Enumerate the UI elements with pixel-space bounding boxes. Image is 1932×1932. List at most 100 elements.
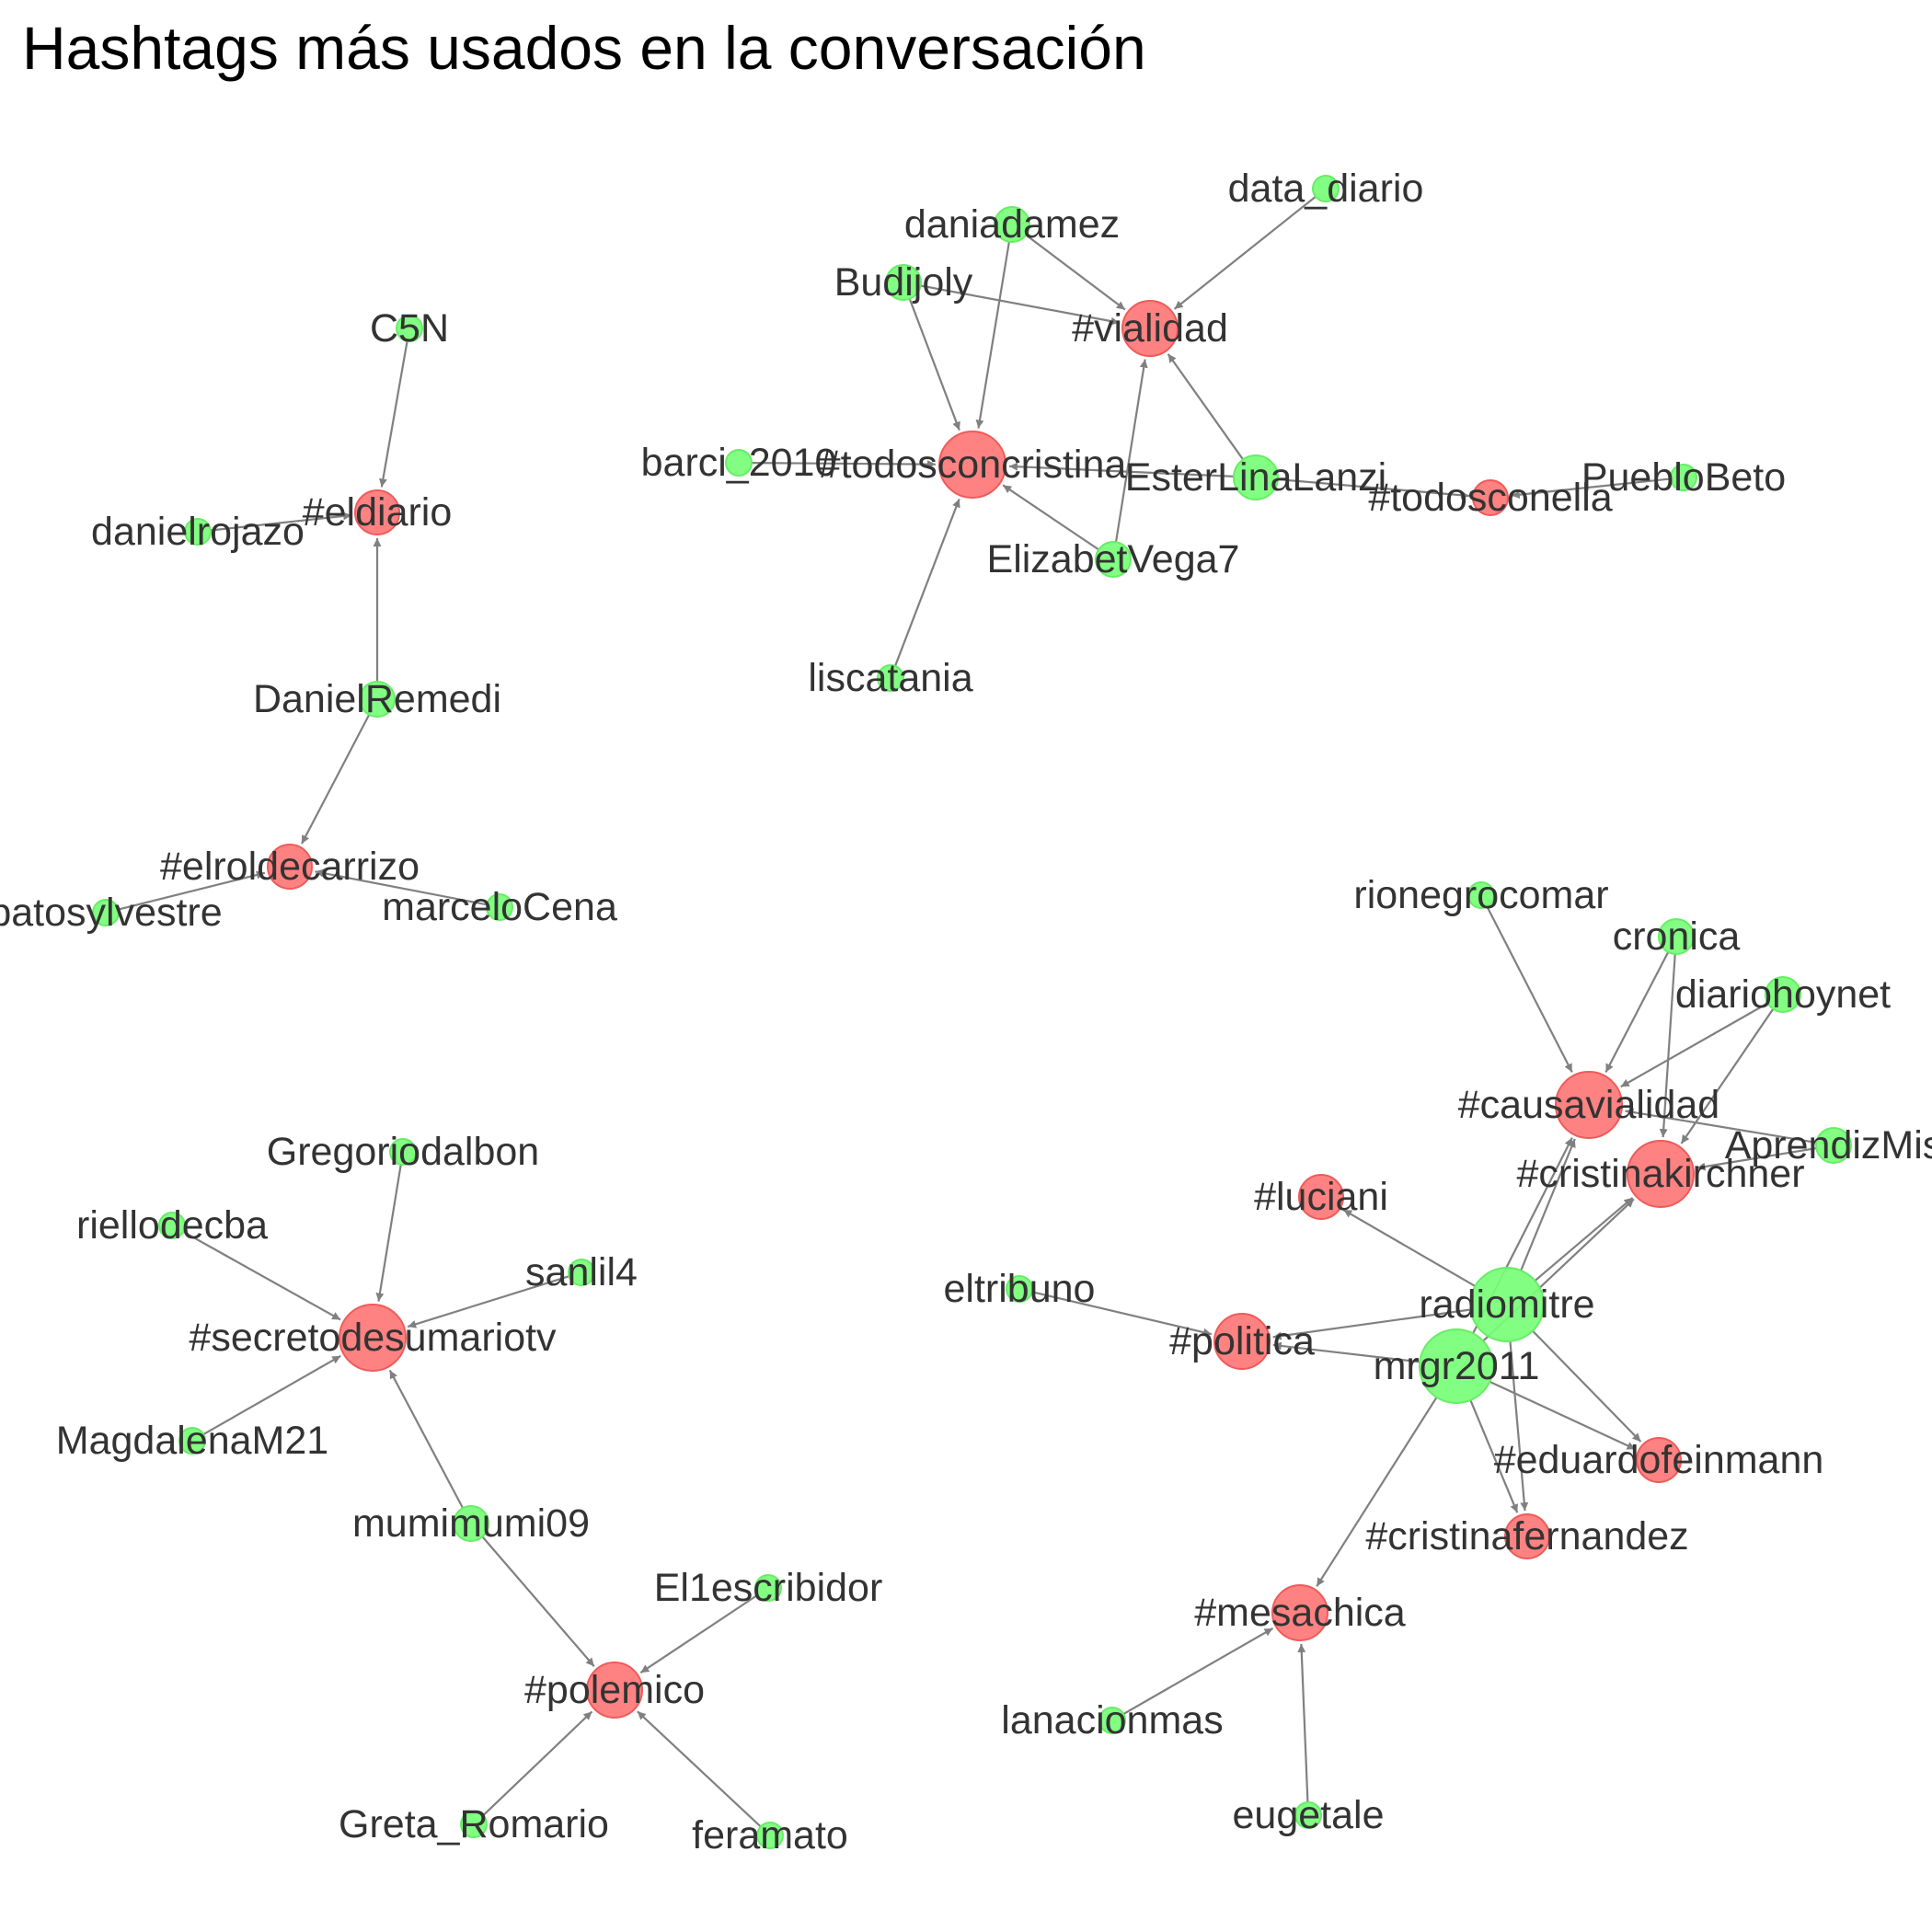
edge-greta-romario-to-hashtag-polemico: [482, 1710, 593, 1817]
node-label-diariohoynet: diariohoynet: [1675, 972, 1891, 1017]
edge-danielremedi-to-hashtag-elroldecarrizo: [300, 714, 371, 845]
node-label-hashtag-eldiario: #eldiario: [303, 490, 453, 535]
hashtag-node-hashtag-luciani: [1298, 1174, 1344, 1220]
user-node-cronica: [1658, 918, 1695, 955]
edge-eugetale-to-hashtag-mesachica: [1297, 1643, 1309, 1803]
node-label-mrgr2011: mrgr2011: [1374, 1344, 1540, 1388]
edge-gregoriodalbon-to-hashtag-secretodesumariotv: [375, 1164, 402, 1302]
hashtag-node-hashtag-mesachica: [1271, 1584, 1328, 1641]
edge-radiomitre-to-hashtag-cristinafernandez: [1509, 1340, 1529, 1512]
node-label-c5n: C5N: [370, 306, 449, 351]
user-node-mumimumi09: [453, 1505, 489, 1542]
edge-liscatania-to-hashtag-todosconcristina: [893, 498, 960, 667]
edge-mrgr2011-to-hashtag-mesachica: [1316, 1397, 1438, 1587]
user-node-daniadamez: [994, 206, 1030, 243]
edge-daniadamez-to-hashtag-vialidad: [1025, 234, 1126, 311]
user-node-liscatania: [877, 664, 904, 692]
node-label-riellodecba: riellodecba: [76, 1203, 268, 1248]
node-label-el1escribidor: El1escribidor: [654, 1566, 883, 1610]
node-label-hashtag-elroldecarrizo: #elroldecarrizo: [160, 845, 420, 889]
edge-esterlinalanzi-to-hashtag-todosconcristina: [1008, 462, 1235, 478]
node-label-magdalenam21: MagdalenaM21: [56, 1419, 328, 1463]
node-label-budijoly: Budijoly: [834, 260, 973, 305]
node-label-danielremedi: DanielRemedi: [253, 677, 501, 721]
node-label-lanacionmas: lanacionmas: [1001, 1698, 1223, 1742]
hashtag-node-hashtag-polemico: [586, 1662, 643, 1719]
edge-diariohoynet-to-hashtag-causavialidad: [1620, 1002, 1769, 1088]
node-label-hashtag-todosconcristina: #todosconcristina: [819, 443, 1127, 487]
user-node-marcelocena: [486, 893, 513, 921]
hashtag-node-hashtag-cristinakirchner: [1627, 1140, 1695, 1208]
edge-patosylvestre-to-hashtag-elroldecarrizo: [118, 870, 266, 911]
hashtag-node-hashtag-vialidad: [1121, 300, 1179, 357]
node-label-hashtag-cristinafernandez: #cristinafernandez: [1365, 1514, 1688, 1558]
user-node-c5n: [396, 315, 423, 342]
node-label-sanlil4: sanlil4: [525, 1250, 638, 1294]
user-node-danielrojazo: [184, 518, 212, 546]
edge-feramato-to-hashtag-polemico: [637, 1710, 762, 1828]
node-label-hashtag-polemico: #polemico: [524, 1668, 705, 1712]
node-label-aprendizmis: AprendizMis: [1725, 1123, 1932, 1167]
edge-mrgr2011-to-hashtag-politica: [1272, 1341, 1420, 1363]
hashtag-node-hashtag-secretodesumariotv: [339, 1304, 407, 1372]
node-label-eltribuno: eltribuno: [944, 1267, 1096, 1311]
node-label-hashtag-mesachica: #mesachica: [1194, 1591, 1406, 1635]
edge-aprendizmis-to-hashtag-cristinakirchner: [1696, 1147, 1817, 1171]
user-node-rionegrocomar: [1467, 881, 1495, 909]
node-label-elizabetvega7: ElizabetVega7: [987, 537, 1240, 581]
node-label-rionegrocomar: rionegrocomar: [1353, 873, 1608, 917]
user-node-magdalenam21: [178, 1427, 206, 1455]
node-label-marcelocena: marceloCena: [382, 885, 617, 929]
edge-diariohoynet-to-hashtag-cristinakirchner: [1680, 1008, 1775, 1144]
hashtag-node-hashtag-eduardofeinmann: [1636, 1437, 1682, 1483]
edge-radiomitre-to-hashtag-eduardofeinmann: [1532, 1329, 1642, 1443]
edge-lanacionmas-to-hashtag-mesachica: [1122, 1627, 1274, 1715]
hashtag-node-hashtag-elroldecarrizo: [267, 844, 313, 890]
edge-data-diario-to-hashtag-vialidad: [1173, 195, 1317, 310]
edges-layer: [118, 195, 1817, 1828]
edge-riellodecba-to-hashtag-secretodesumariotv: [182, 1230, 341, 1321]
edge-barci-2010-to-hashtag-todosconcristina: [751, 460, 937, 469]
node-label-mumimumi09: mumimumi09: [352, 1501, 590, 1546]
node-label-hashtag-luciani: #luciani: [1254, 1175, 1388, 1219]
user-node-aprendizmis: [1815, 1127, 1852, 1164]
node-label-hashtag-todosconella: #todosconella: [1368, 476, 1612, 520]
user-node-riellodecba: [158, 1212, 186, 1239]
user-node-esterlinalanzi: [1233, 454, 1279, 500]
hashtag-node-hashtag-politica: [1213, 1313, 1271, 1370]
user-node-patosylvestre: [92, 899, 120, 926]
edge-rionegrocomar-to-hashtag-causavialidad: [1486, 905, 1573, 1073]
user-node-data-diario: [1312, 175, 1340, 202]
node-label-hashtag-vialidad: #vialidad: [1072, 306, 1228, 351]
user-node-el1escribidor: [754, 1574, 782, 1602]
hashtag-node-hashtag-todosconcristina: [938, 431, 1006, 499]
user-node-barci-2010: [725, 449, 753, 477]
node-label-pueblobeto: PuebloBeto: [1581, 455, 1786, 500]
edge-esterlinalanzi-to-hashtag-vialidad: [1167, 353, 1245, 461]
user-node-gregoriodalbon: [389, 1138, 417, 1166]
edge-aprendizmis-to-hashtag-causavialidad: [1625, 1108, 1817, 1144]
edge-mumimumi09-to-hashtag-secretodesumariotv: [388, 1369, 465, 1509]
node-label-liscatania: liscatania: [808, 656, 972, 700]
edge-mrgr2011-to-hashtag-eduardofeinmann: [1489, 1380, 1637, 1451]
edge-danielrojazo-to-hashtag-eldiario: [210, 512, 352, 532]
user-node-mrgr2011: [1419, 1328, 1494, 1404]
node-label-radiomitre: radiomitre: [1419, 1282, 1594, 1327]
node-label-hashtag-secretodesumariotv: #secretodesumariotv: [189, 1316, 557, 1360]
node-label-greta-romario: Greta_Romario: [339, 1802, 609, 1846]
user-node-elizabetvega7: [1095, 541, 1132, 578]
edge-cronica-to-hashtag-cristinakirchner: [1659, 953, 1676, 1138]
user-node-budijoly: [885, 264, 922, 301]
edge-radiomitre-to-hashtag-politica: [1272, 1308, 1471, 1340]
edge-radiomitre-to-hashtag-cristinakirchner: [1534, 1197, 1634, 1282]
edge-mumimumi09-to-hashtag-polemico: [481, 1535, 595, 1667]
user-node-eugetale: [1294, 1801, 1322, 1829]
user-node-feramato: [756, 1822, 784, 1849]
hashtag-node-hashtag-eldiario: [354, 489, 400, 535]
node-label-hashtag-eduardofeinmann: #eduardofeinmann: [1494, 1438, 1824, 1482]
nodes-layer: [92, 175, 1852, 1849]
user-node-radiomitre: [1469, 1267, 1545, 1342]
edge-elizabetvega7-to-hashtag-vialidad: [1114, 359, 1148, 543]
